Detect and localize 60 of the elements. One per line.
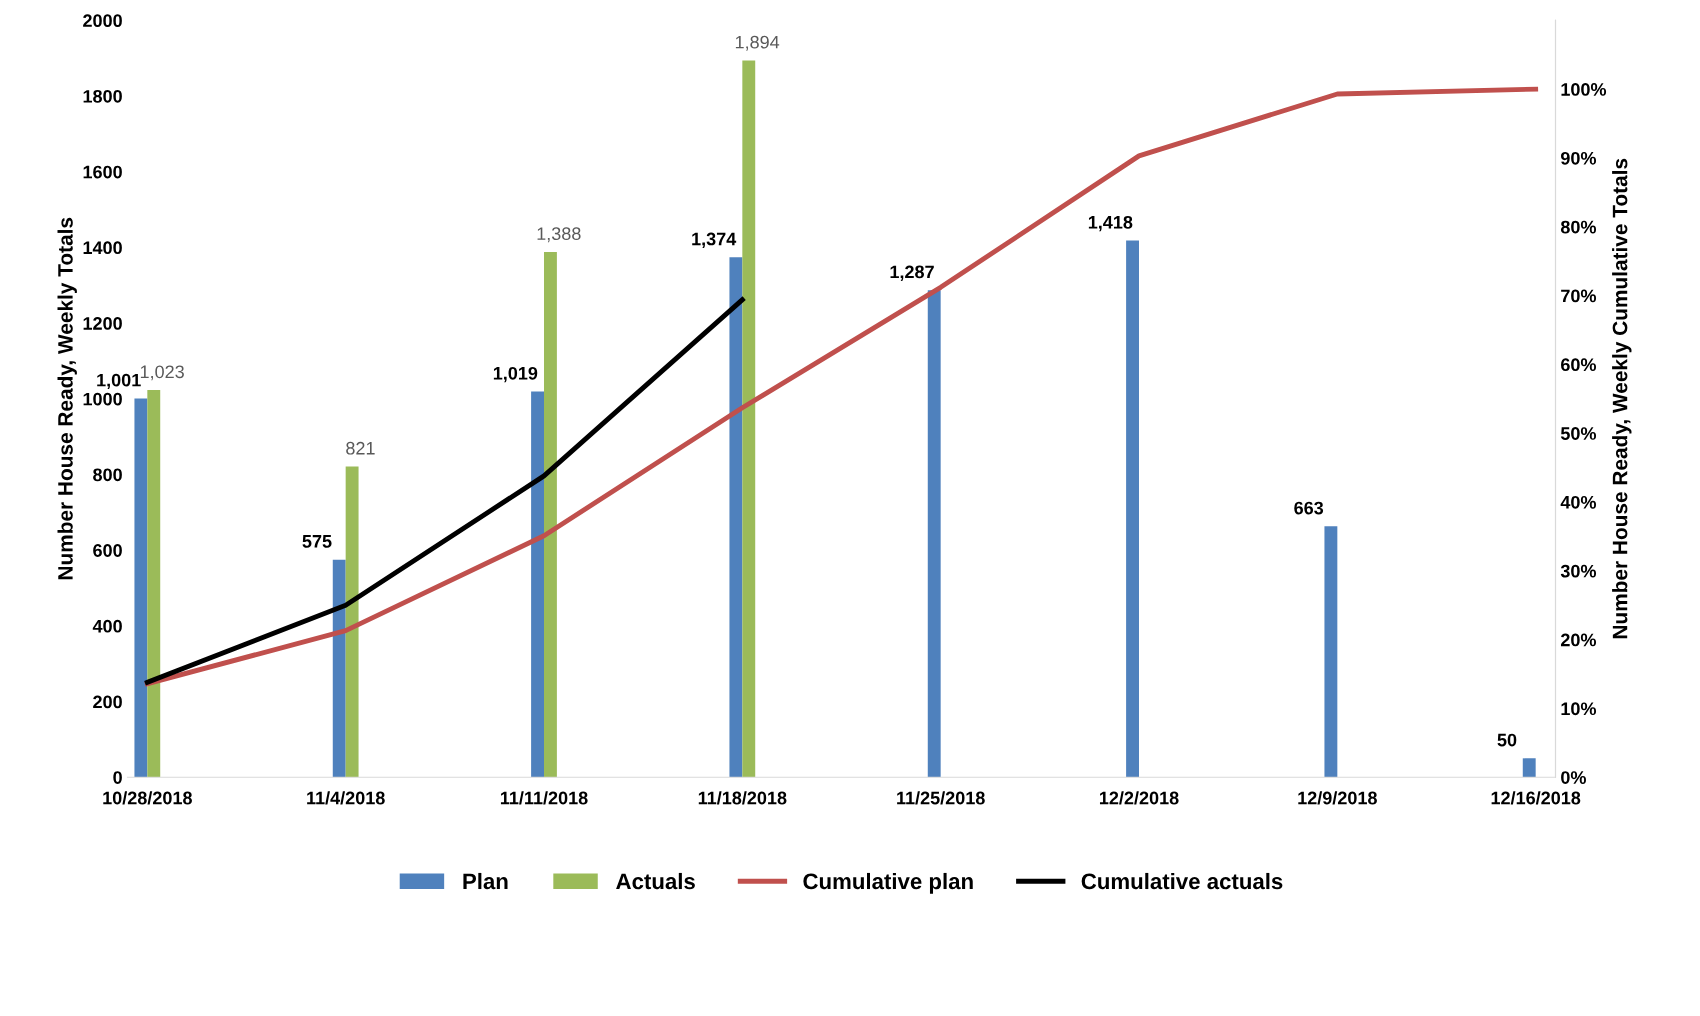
y2-tick-label: 50% bbox=[1560, 427, 1597, 440]
data-label: 1,287 bbox=[890, 265, 934, 281]
data-label: 1,894 bbox=[735, 35, 780, 51]
y2-tick-label: 40% bbox=[1560, 495, 1597, 509]
x-tick-label: 11/11/2018 bbox=[500, 791, 588, 805]
bar bbox=[147, 390, 161, 778]
bar bbox=[544, 251, 557, 778]
legend-label: Plan bbox=[463, 872, 508, 890]
data-label: 821 bbox=[346, 441, 375, 455]
x-tick-label: 12/2/2018 bbox=[1099, 791, 1179, 805]
data-label: 50 bbox=[1497, 733, 1517, 747]
bar bbox=[332, 559, 346, 778]
bar bbox=[927, 290, 941, 778]
legend-label: Actuals bbox=[616, 872, 695, 890]
y-tick-label: 1200 bbox=[83, 317, 122, 330]
y2-tick-label: 100% bbox=[1561, 83, 1607, 96]
data-label: 575 bbox=[302, 535, 332, 548]
y2-tick-label: 90% bbox=[1560, 151, 1597, 165]
y-tick-label: 400 bbox=[92, 619, 122, 633]
y2-tick-label: 70% bbox=[1561, 289, 1597, 303]
bar bbox=[531, 391, 544, 778]
y-tick-label: 600 bbox=[93, 544, 122, 557]
bar bbox=[1126, 240, 1139, 778]
y-tick-label: 1400 bbox=[83, 241, 122, 255]
data-label: 1,001 bbox=[97, 373, 141, 390]
data-label: 1,418 bbox=[1088, 215, 1133, 232]
y2-tick-label: 30% bbox=[1560, 564, 1597, 578]
data-label: 1,023 bbox=[140, 365, 184, 381]
y2-tick-label: 0% bbox=[1561, 771, 1586, 784]
y-tick-label: 2000 bbox=[83, 14, 122, 28]
y2-tick-label: 60% bbox=[1561, 358, 1597, 372]
bar bbox=[1324, 526, 1338, 778]
y-tick-label: 1800 bbox=[83, 89, 122, 103]
x-tick-label: 11/4/2018 bbox=[307, 791, 385, 805]
legend-label: Cumulative actuals bbox=[1081, 872, 1283, 890]
x-tick-label: 12/16/2018 bbox=[1491, 791, 1581, 805]
x-tick-label: 10/28/2018 bbox=[103, 791, 192, 805]
data-label: 663 bbox=[1294, 501, 1324, 515]
y-tick-label: 200 bbox=[93, 695, 122, 709]
y-tick-label: 1000 bbox=[83, 392, 122, 406]
y-tick-label: 800 bbox=[93, 468, 122, 482]
y-axis-title: Number House Ready, Weekly Totals bbox=[57, 217, 77, 580]
y-tick-label: 0 bbox=[113, 771, 122, 784]
data-label: 1,388 bbox=[537, 227, 581, 243]
bar bbox=[345, 466, 359, 778]
bar bbox=[1522, 758, 1536, 778]
x-tick-label: 11/18/2018 bbox=[698, 791, 787, 805]
x-tick-label: 11/25/2018 bbox=[897, 791, 985, 805]
x-tick-label: 12/9/2018 bbox=[1298, 791, 1377, 805]
y2-axis-title: Number House Ready, Weekly Cumulative Totals bbox=[1612, 158, 1632, 639]
bar bbox=[729, 257, 743, 778]
bar bbox=[134, 398, 148, 778]
data-label: 1,374 bbox=[692, 232, 737, 248]
y2-tick-label: 80% bbox=[1560, 220, 1597, 234]
legend-label: Cumulative plan bbox=[803, 872, 973, 894]
data-label: 1,019 bbox=[493, 366, 538, 383]
bar bbox=[742, 60, 756, 778]
y2-tick-label: 10% bbox=[1561, 702, 1597, 716]
y-tick-label: 1600 bbox=[83, 165, 122, 179]
y2-tick-label: 20% bbox=[1560, 633, 1597, 647]
